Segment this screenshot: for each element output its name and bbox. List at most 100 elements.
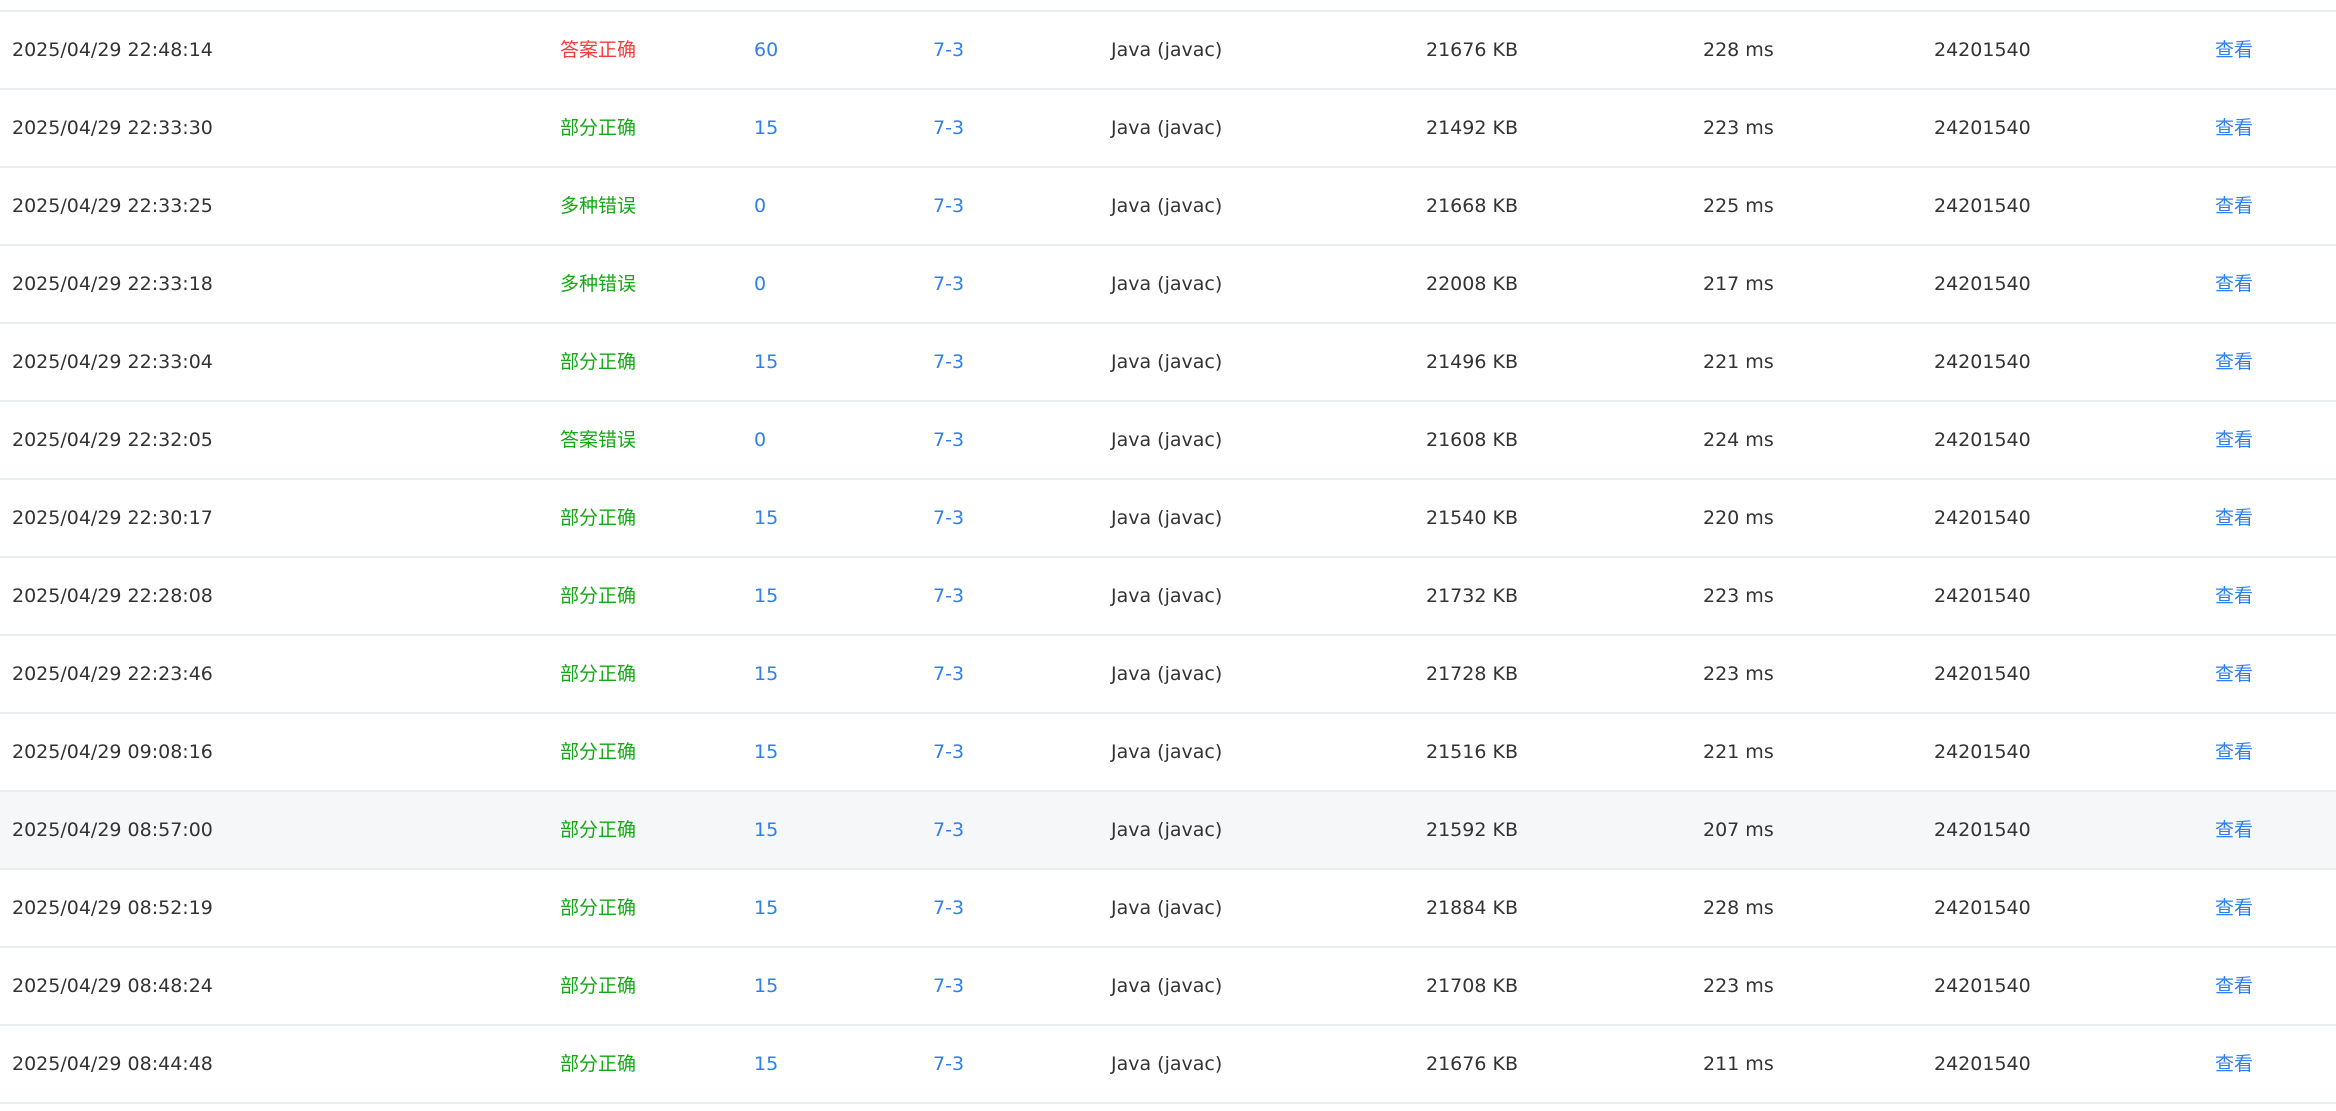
user-id: 24201540 (1934, 897, 2031, 919)
score-link[interactable]: 15 (754, 351, 779, 373)
memory: 21496 KB (1426, 351, 1518, 373)
status: 部分正确 (560, 975, 637, 997)
memory: 21492 KB (1426, 117, 1518, 139)
table-row: 2025/04/29 22:33:04 部分正确 15 7-3 Java (javac)… (0, 324, 2336, 402)
status: 部分正确 (560, 819, 637, 841)
compiler: Java (javac) (1111, 39, 1223, 61)
memory: 21668 KB (1426, 195, 1518, 217)
user-id: 24201540 (1934, 273, 2031, 295)
compiler: Java (javac) (1111, 195, 1223, 217)
score-link[interactable]: 15 (754, 117, 779, 139)
problem-link[interactable]: 7-3 (933, 897, 965, 919)
score-link[interactable]: 15 (754, 507, 779, 529)
table-row: 2025/04/29 08:57:00 部分正确 15 7-3 Java (javac)… (0, 792, 2336, 870)
score-link[interactable]: 0 (754, 429, 767, 451)
table-row: 2025/04/29 09:08:16 部分正确 15 7-3 Java (javac)… (0, 714, 2336, 792)
score-link[interactable]: 15 (754, 585, 779, 607)
problem-link[interactable]: 7-3 (933, 507, 965, 529)
user-id: 24201540 (1934, 975, 2031, 997)
compiler: Java (javac) (1111, 429, 1223, 451)
time-used: 220 ms (1703, 507, 1774, 529)
memory: 21732 KB (1426, 585, 1518, 607)
time-used: 224 ms (1703, 429, 1774, 451)
compiler: Java (javac) (1111, 117, 1223, 139)
view-link[interactable]: 查看 (2215, 1053, 2254, 1075)
memory: 21728 KB (1426, 663, 1518, 685)
problem-link[interactable]: 7-3 (933, 975, 965, 997)
score-link[interactable]: 15 (754, 663, 779, 685)
score-link[interactable]: 15 (754, 897, 779, 919)
problem-link[interactable]: 7-3 (933, 39, 965, 61)
status: 部分正确 (560, 897, 637, 919)
score-link[interactable]: 0 (754, 195, 767, 217)
memory: 21608 KB (1426, 429, 1518, 451)
view-link[interactable]: 查看 (2215, 39, 2254, 61)
user-id: 24201540 (1934, 195, 2031, 217)
submit-time: 2025/04/29 08:44:48 (12, 1053, 213, 1075)
status: 多种错误 (560, 195, 637, 217)
view-link[interactable]: 查看 (2215, 897, 2254, 919)
status: 部分正确 (560, 351, 637, 373)
view-link[interactable]: 查看 (2215, 663, 2254, 685)
time-used: 221 ms (1703, 351, 1774, 373)
score-link[interactable]: 0 (754, 273, 767, 295)
view-link[interactable]: 查看 (2215, 585, 2254, 607)
view-link[interactable]: 查看 (2215, 351, 2254, 373)
table-row: 2025/04/29 22:48:14 答案正确 60 7-3 Java (javac)… (0, 12, 2336, 90)
view-link[interactable]: 查看 (2215, 429, 2254, 451)
score-link[interactable]: 15 (754, 741, 779, 763)
table-row: 2025/04/29 08:52:19 部分正确 15 7-3 Java (javac)… (0, 870, 2336, 948)
user-id: 24201540 (1934, 429, 2031, 451)
score-link[interactable]: 15 (754, 819, 779, 841)
view-link[interactable]: 查看 (2215, 819, 2254, 841)
submit-time: 2025/04/29 22:23:46 (12, 663, 213, 685)
problem-link[interactable]: 7-3 (933, 195, 965, 217)
time-used: 217 ms (1703, 273, 1774, 295)
memory: 21708 KB (1426, 975, 1518, 997)
compiler: Java (javac) (1111, 741, 1223, 763)
problem-link[interactable]: 7-3 (933, 1053, 965, 1075)
submit-time: 2025/04/29 22:28:08 (12, 585, 213, 607)
time-used: 211 ms (1703, 1053, 1774, 1075)
compiler: Java (javac) (1111, 273, 1223, 295)
time-used: 223 ms (1703, 975, 1774, 997)
score-link[interactable]: 15 (754, 975, 779, 997)
submit-time: 2025/04/29 22:32:05 (12, 429, 213, 451)
submit-time: 2025/04/29 22:33:04 (12, 351, 213, 373)
view-link[interactable]: 查看 (2215, 507, 2254, 529)
table-row: 2025/04/29 22:33:30 部分正确 15 7-3 Java (javac)… (0, 90, 2336, 168)
submit-time: 2025/04/29 08:48:24 (12, 975, 213, 997)
score-link[interactable]: 60 (754, 39, 779, 61)
problem-link[interactable]: 7-3 (933, 351, 965, 373)
problem-link[interactable]: 7-3 (933, 741, 965, 763)
problem-link[interactable]: 7-3 (933, 117, 965, 139)
user-id: 24201540 (1934, 585, 2031, 607)
view-link[interactable]: 查看 (2215, 117, 2254, 139)
view-link[interactable]: 查看 (2215, 741, 2254, 763)
memory: 21592 KB (1426, 819, 1518, 841)
memory: 21884 KB (1426, 897, 1518, 919)
compiler: Java (javac) (1111, 585, 1223, 607)
table-row: 2025/04/29 22:30:17 部分正确 15 7-3 Java (javac)… (0, 480, 2336, 558)
user-id: 24201540 (1934, 39, 2031, 61)
table-row: 2025/04/29 08:44:48 部分正确 15 7-3 Java (javac)… (0, 1026, 2336, 1104)
view-link[interactable]: 查看 (2215, 975, 2254, 997)
problem-link[interactable]: 7-3 (933, 663, 965, 685)
view-link[interactable]: 查看 (2215, 195, 2254, 217)
status: 答案正确 (560, 39, 637, 61)
user-id: 24201540 (1934, 1053, 2031, 1075)
submit-time: 2025/04/29 22:33:30 (12, 117, 213, 139)
problem-link[interactable]: 7-3 (933, 585, 965, 607)
time-used: 228 ms (1703, 39, 1774, 61)
view-link[interactable]: 查看 (2215, 273, 2254, 295)
memory: 21676 KB (1426, 1053, 1518, 1075)
compiler: Java (javac) (1111, 663, 1223, 685)
status: 多种错误 (560, 273, 637, 295)
status: 答案错误 (560, 429, 637, 451)
submit-time: 2025/04/29 22:30:17 (12, 507, 213, 529)
problem-link[interactable]: 7-3 (933, 819, 965, 841)
table-row: 2025/04/29 08:48:24 部分正确 15 7-3 Java (javac)… (0, 948, 2336, 1026)
score-link[interactable]: 15 (754, 1053, 779, 1075)
problem-link[interactable]: 7-3 (933, 273, 965, 295)
problem-link[interactable]: 7-3 (933, 429, 965, 451)
